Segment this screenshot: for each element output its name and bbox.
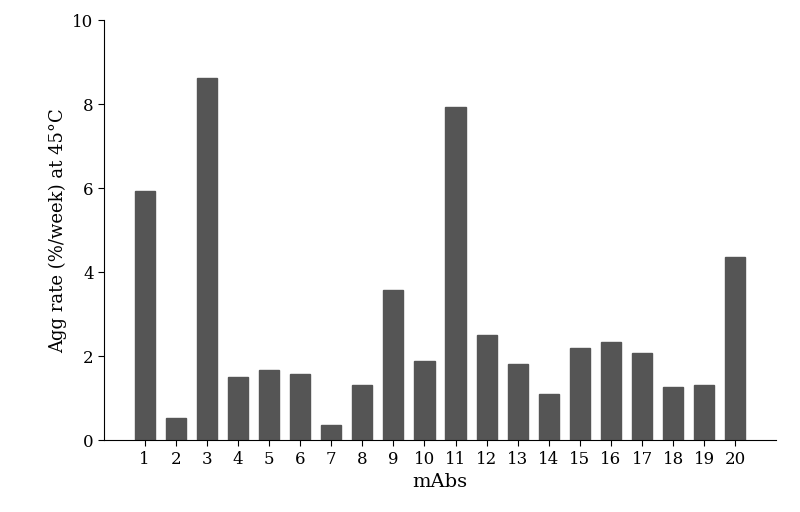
Bar: [197, 78, 217, 440]
Bar: [228, 376, 248, 440]
Bar: [726, 257, 746, 440]
Bar: [321, 425, 342, 440]
Bar: [383, 290, 403, 440]
Bar: [663, 387, 683, 440]
Bar: [538, 394, 559, 440]
Bar: [259, 370, 279, 440]
Bar: [290, 374, 310, 440]
Bar: [632, 353, 652, 440]
Y-axis label: Agg rate (%/week) at 45°C: Agg rate (%/week) at 45°C: [49, 108, 66, 353]
Bar: [414, 360, 434, 440]
Bar: [166, 418, 186, 440]
X-axis label: mAbs: mAbs: [413, 473, 467, 492]
Bar: [477, 335, 497, 440]
Bar: [134, 191, 154, 440]
Bar: [601, 342, 621, 440]
Bar: [694, 385, 714, 440]
Bar: [570, 348, 590, 440]
Bar: [352, 385, 372, 440]
Bar: [446, 108, 466, 440]
Bar: [508, 364, 528, 440]
